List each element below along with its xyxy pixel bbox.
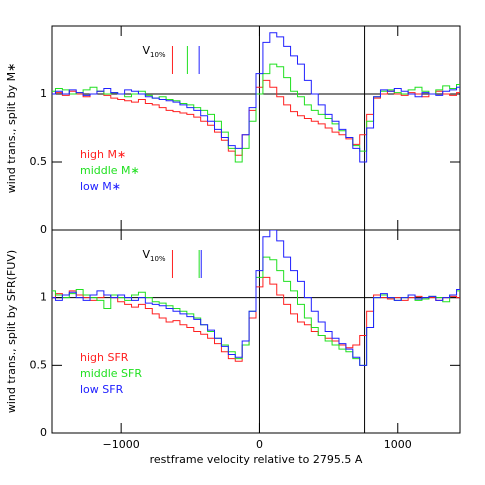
y-tick-label: 0 — [40, 223, 47, 236]
y-tick-label: 0.5 — [30, 155, 48, 168]
panel-frame — [51, 25, 461, 231]
panel-frame — [51, 229, 461, 434]
y-tick-label: 0.5 — [30, 358, 48, 371]
legend-entry: low M∗ — [80, 180, 121, 193]
y-axis-label: wind trans., split by M∗ — [5, 63, 18, 194]
legend-entry: high SFR — [80, 351, 129, 364]
v10-letter: V — [142, 248, 150, 261]
spectrum-line — [52, 230, 460, 366]
legend-entry: high M∗ — [80, 148, 126, 161]
x-tick-label: 1000 — [384, 438, 412, 451]
v10-label: V10% — [142, 248, 165, 263]
v10-letter: V — [142, 44, 150, 57]
v10-subscript: 10% — [150, 51, 166, 59]
y-tick-label: 1 — [40, 87, 47, 100]
y-axis-label: wind trans., split by SFR(FUV) — [5, 250, 18, 413]
x-axis-label: restframe velocity relative to 2795.5 A — [150, 453, 363, 466]
legend-entry: middle M∗ — [80, 164, 140, 177]
legend-entry: low SFR — [80, 383, 124, 396]
v10-label: V10% — [142, 44, 165, 59]
y-tick-label: 0 — [40, 426, 47, 439]
legend-entry: middle SFR — [80, 367, 142, 380]
v10-subscript: 10% — [150, 255, 166, 263]
x-tick-label: −1000 — [103, 438, 140, 451]
spectrum-line — [52, 32, 460, 163]
x-tick-label: 0 — [256, 438, 263, 451]
y-tick-label: 1 — [40, 291, 47, 304]
